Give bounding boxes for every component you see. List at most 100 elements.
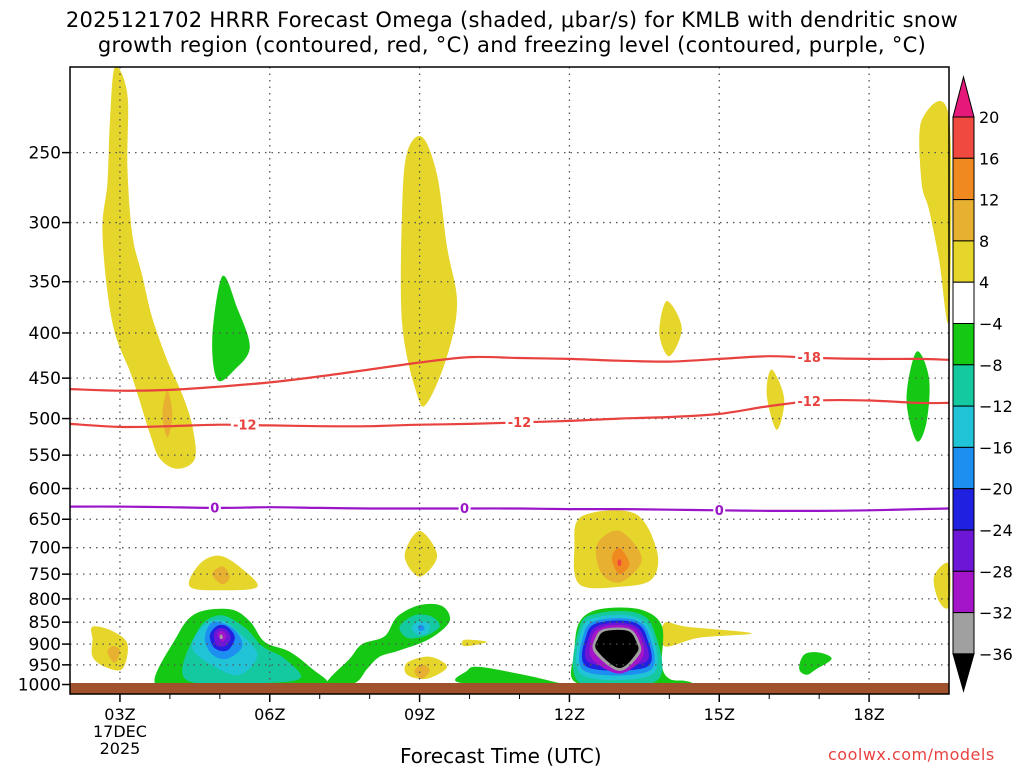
colorbar-bin (952, 240, 975, 283)
colorbar-label: 12 (979, 191, 999, 210)
colorbar-label: −12 (979, 397, 1013, 416)
colorbar-label: 8 (979, 232, 989, 251)
colorbar-bin (952, 446, 975, 490)
y-tick-label: 1000 (18, 676, 61, 696)
colorbar-bin (952, 488, 975, 531)
contour-label-bg (795, 350, 824, 365)
colorbar-bin (952, 116, 975, 159)
colorbar-bin (952, 199, 975, 242)
colorbar-label: −32 (979, 604, 1013, 623)
colorbar-label: −4 (979, 315, 1003, 334)
contour-label-bg (458, 501, 471, 516)
y-tick-label: 300 (29, 214, 61, 234)
contour-label-bg (505, 415, 534, 430)
colorbar-label: 20 (979, 108, 999, 127)
colorbar-label: 16 (979, 149, 999, 168)
contour-freezing-level (69, 505, 950, 513)
contour-label: -12 (508, 416, 532, 431)
omega-region-rising-16z-mid (766, 369, 785, 430)
y-tick-label: 600 (29, 480, 61, 500)
colorbar-label: −20 (979, 480, 1013, 499)
chart-title-line1: 2025121702 HRRR Forecast Omega (shaded, … (65, 8, 959, 32)
omega-region-sinking-05z-upper (212, 275, 250, 382)
y-tick-label: 750 (29, 565, 61, 585)
colorbar-label: 4 (979, 273, 989, 292)
contour-label-bg (795, 394, 824, 409)
colorbar-bin (952, 612, 975, 655)
omega-region-rising-19z-upper (919, 100, 952, 324)
x-tick-label: 06Z (254, 705, 285, 724)
contour-label: 0 (210, 501, 219, 516)
colorbar-bin (952, 323, 975, 366)
colorbar-bin (952, 364, 975, 407)
y-tick-label: 450 (29, 369, 61, 389)
colorbar-label: −36 (979, 645, 1013, 664)
y-tick-label: 650 (29, 510, 61, 530)
x-tick-label: 18Z (853, 705, 884, 724)
omega-region-rising-13z-mid-16 (617, 559, 622, 566)
colorbar-bin (952, 570, 975, 614)
y-tick-label: 500 (29, 410, 61, 430)
omega-region-rising-09z-low-core (414, 664, 430, 679)
x-tick-date: 17DEC (93, 722, 147, 741)
omega-region-rising-02z-low-core (107, 646, 120, 663)
contour-label: -18 (797, 351, 821, 366)
colorbar-bin (952, 157, 975, 201)
contour-label-bg (230, 418, 259, 433)
colorbar-min-triangle (952, 653, 975, 693)
y-tick-label: 250 (29, 144, 61, 164)
contour-label: 0 (460, 502, 469, 517)
grid-layer (70, 67, 949, 686)
colorbar-label: −8 (979, 356, 1003, 375)
y-tick-label: 350 (29, 273, 61, 293)
y-tick-label: 800 (29, 590, 61, 610)
x-axis-title: Forecast Time (UTC) (400, 744, 602, 768)
contour-label: -12 (233, 419, 257, 434)
colorbar: 20 16 12 8 4 −4 −8 −12 −16 −20 −24 −28 −32 −36 (952, 75, 1013, 693)
chart-title-line2: growth region (contoured, red, °C) and f… (97, 33, 927, 57)
y-tick-label: 400 (29, 324, 61, 344)
omega-region-sinking-05z-low-32 (219, 634, 223, 640)
colorbar-bin (952, 281, 975, 325)
omega-region-sinking-10z-low (455, 666, 576, 684)
omega-region-rising-14z-small (659, 300, 682, 357)
colorbar-bin (952, 405, 975, 448)
omega-shading-layer (90, 66, 952, 689)
y-tick-label: 550 (29, 446, 61, 466)
x-tick-label: 12Z (554, 705, 585, 724)
plot-frame (69, 66, 950, 695)
ground-bar (70, 683, 949, 694)
y-tick-label: 850 (29, 613, 61, 633)
colorbar-label: −16 (979, 438, 1013, 457)
contour-label-bg (713, 503, 726, 518)
x-tick-label: 09Z (404, 705, 435, 724)
omega-region-sinking-16z-low (799, 652, 832, 675)
x-tick-label: 03Z (104, 705, 135, 724)
colorbar-label: −28 (979, 562, 1013, 581)
y-tick-label: 700 (29, 539, 61, 559)
omega-region-sinking-19z-mid (906, 351, 930, 442)
contour-label: 0 (715, 504, 724, 519)
colorbar-label: −24 (979, 521, 1013, 540)
contour-layer: -18 -12 -12 -12 0 0 0 (69, 350, 950, 519)
x-tick-label: 15Z (704, 705, 735, 724)
contour-label: -12 (797, 395, 821, 410)
x-tick-year: 2025 (100, 739, 141, 758)
colorbar-bin (952, 529, 975, 572)
omega-region-rising-05z-mid-core (212, 566, 230, 585)
omega-region-rising-09z-mid (404, 530, 438, 577)
omega-region-rising-09z-upper (400, 135, 458, 407)
omega-region-rising-19z-low (933, 562, 951, 609)
colorbar-max-triangle (952, 75, 975, 118)
contour-label-bg (208, 500, 221, 515)
omega-region-rising-14z-low (660, 622, 752, 647)
y-axis: 2503003504004505005506006507007508008509… (18, 144, 70, 696)
y-tick-label: 950 (29, 656, 61, 676)
omega-region-sinking-13z-low-36 (595, 629, 639, 669)
y-tick-label: 900 (29, 635, 61, 655)
omega-region-rising-03z-upper (102, 66, 196, 469)
credit-link[interactable]: coolwx.com/models (828, 745, 995, 764)
omega-region-rising-10z-low (461, 639, 487, 647)
